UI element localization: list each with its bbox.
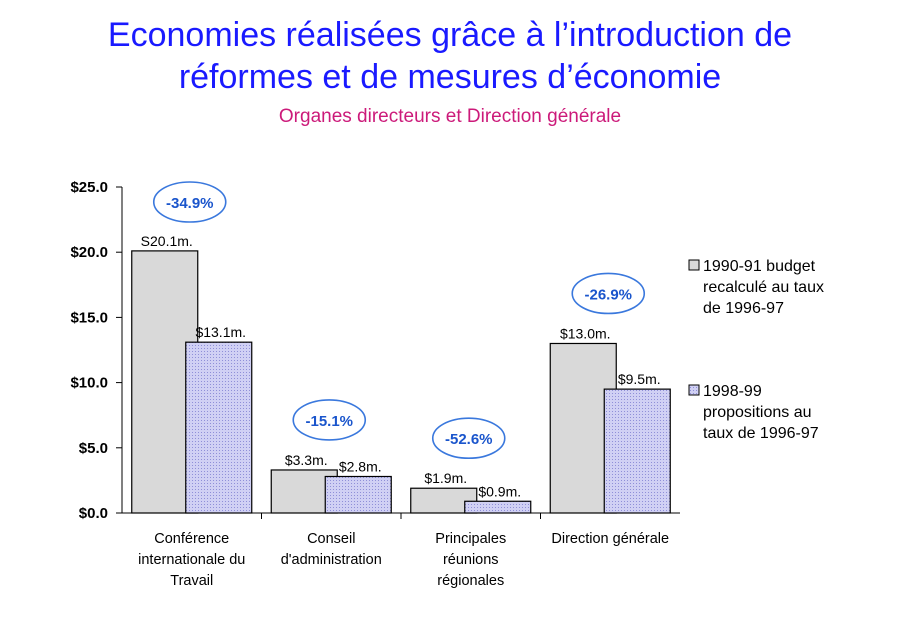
legend-label: 1990-91 budget (703, 258, 816, 275)
change-annotation: -15.1% (305, 413, 353, 430)
title-line-1: Economies réalisées grâce à l’introducti… (107, 16, 793, 54)
legend-swatch (688, 384, 700, 396)
change-annotation-ellipse (431, 417, 506, 460)
x-category-label: d'administration (281, 552, 382, 568)
data-label: $0.9m. (478, 483, 521, 499)
legend-label: recalculé au taux (703, 279, 824, 296)
data-label: $13.1m. (195, 324, 246, 340)
legend-swatch (688, 259, 700, 271)
change-annotation: -34.9% (166, 195, 214, 212)
y-tick-label: $10.0 (70, 375, 108, 392)
legend-label: propositions au (703, 404, 812, 421)
y-tick-label: $25.0 (70, 179, 108, 196)
y-tick-label: $20.0 (70, 244, 108, 261)
legend-label: de 1996-97 (703, 300, 784, 317)
bar-proposals-1998-99 (324, 475, 392, 514)
legend-label: taux de 1996-97 (703, 425, 819, 442)
x-category-label: Conseil (307, 531, 355, 547)
y-tick-label: $5.0 (79, 440, 108, 457)
legend-label: 1998-99 (703, 383, 762, 400)
y-tick-label: $15.0 (70, 309, 108, 326)
bar-proposals-1998-99 (603, 388, 671, 514)
y-tick-label: $0.0 (79, 505, 108, 522)
data-label: S20.1m. (141, 233, 193, 249)
data-label: $3.3m. (285, 452, 328, 468)
change-annotation: -52.6% (445, 431, 493, 448)
x-category-label: Conférence (154, 531, 229, 547)
x-category-label: internationale du (138, 552, 245, 568)
data-label: $2.8m. (339, 458, 382, 474)
change-annotation-ellipse (152, 181, 227, 223)
chart-subtitle: Organes directeurs et Direction générale (278, 106, 622, 127)
chart-title: Economies réalisées grâce à l’introducti… (0, 14, 900, 98)
x-category-label: Direction générale (551, 531, 669, 547)
change-annotation: -26.9% (584, 286, 632, 303)
change-annotation-ellipse (571, 272, 646, 315)
bar-proposals-1998-99 (464, 500, 532, 514)
data-label: $13.0m. (560, 325, 611, 341)
change-annotation-ellipse (292, 399, 367, 441)
bar-proposals-1998-99 (185, 341, 253, 514)
data-label: $1.9m. (424, 470, 467, 486)
x-category-label: Principales (435, 531, 506, 547)
x-category-label: Travail (170, 573, 213, 589)
x-category-label: réunions (443, 552, 499, 568)
title-line-2: réformes et de mesures d’économie (178, 58, 722, 96)
x-category-label: régionales (437, 573, 504, 589)
data-label: $9.5m. (618, 371, 661, 387)
